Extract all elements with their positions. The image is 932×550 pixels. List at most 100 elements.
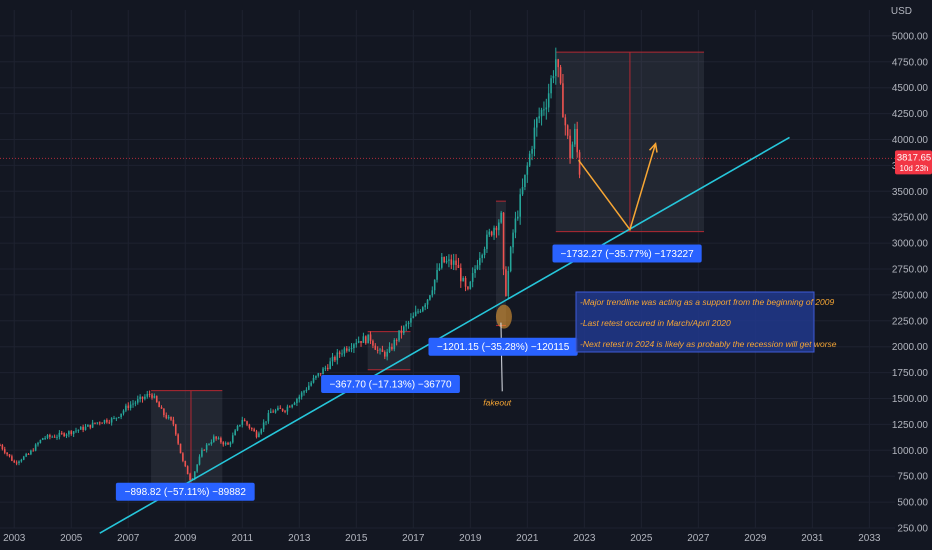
fakeout-arrow [500, 322, 503, 392]
candle-body [555, 59, 557, 76]
candle-body [279, 407, 282, 409]
x-tick-label: 2017 [402, 533, 425, 544]
candle-body [381, 349, 384, 352]
candle-body [248, 424, 251, 428]
candle-body [312, 377, 315, 383]
candle-body [284, 410, 286, 412]
candle-body [514, 218, 517, 233]
candle-body [448, 259, 450, 261]
candle-body [481, 255, 483, 259]
candle-body [58, 432, 61, 437]
y-tick-label: 4500.00 [892, 83, 929, 94]
candle-body [574, 128, 576, 145]
note-line: -Next retest in 2024 is likely as probab… [580, 339, 837, 349]
y-tick-label: 4000.00 [892, 135, 929, 146]
candle-body [526, 165, 529, 175]
candle-body [3, 449, 6, 453]
candle-body [246, 421, 248, 425]
x-tick-label: 2031 [801, 533, 824, 544]
candle-body [341, 353, 343, 355]
y-tick-label: 4250.00 [892, 109, 929, 120]
candle-body [53, 436, 56, 438]
candle-body [79, 426, 82, 430]
candle-body [39, 439, 42, 443]
candle-body [234, 430, 236, 436]
candle-body [265, 421, 267, 423]
candle-body [334, 356, 336, 361]
candle-body [15, 462, 18, 464]
candle-body [8, 454, 11, 457]
grid [0, 10, 895, 529]
x-tick-label: 2003 [3, 533, 26, 544]
candle-body [414, 311, 417, 316]
candle-body [509, 247, 512, 271]
candle-body [172, 419, 175, 425]
candle-body [386, 351, 388, 357]
candle-body [182, 453, 184, 461]
candle-body [557, 59, 559, 68]
drawdown-badge-label: −1201.15 (−35.28%) −120115 [437, 342, 570, 353]
y-tick-label: 250.00 [897, 524, 928, 535]
candle-body [419, 311, 422, 313]
candle-body [125, 405, 127, 411]
notes-box [575, 291, 815, 353]
x-tick-label: 2015 [345, 533, 368, 544]
candle-body [46, 435, 49, 438]
last-price-countdown: 10d 23h [900, 164, 929, 173]
candle-body [49, 435, 51, 437]
candle-body [457, 265, 460, 268]
candle-body [474, 268, 476, 274]
x-tick-label: 2007 [117, 533, 140, 544]
candle-body [20, 459, 23, 462]
candle-body [407, 322, 410, 325]
y-tick-label: 4750.00 [892, 57, 929, 68]
candle-body [512, 232, 514, 248]
candle-body [13, 460, 16, 463]
candle-body [429, 295, 431, 300]
candle-body [236, 425, 239, 431]
candle-body [101, 422, 103, 424]
candle-body [524, 174, 526, 187]
candle-body [103, 419, 106, 423]
drawdown-badge-label: −1732.27 (−35.77%) −173227 [560, 249, 694, 260]
last-price-value: 3817.65 [897, 152, 931, 163]
candle-body [222, 442, 225, 445]
candle-body [68, 431, 70, 435]
candle-body [498, 222, 500, 231]
candle-body [136, 399, 139, 403]
candle-body [75, 430, 77, 432]
y-tick-label: 1750.00 [892, 368, 929, 379]
candle-body [115, 417, 118, 419]
candle-body [108, 422, 111, 424]
candle-body [272, 411, 274, 413]
drawdown-badge [428, 337, 578, 356]
candle-body [1, 445, 4, 450]
candle-body [186, 466, 189, 475]
candle-body [490, 231, 493, 236]
candle-body [122, 410, 125, 414]
note-line: -Last retest occured in March/April 2020 [580, 318, 731, 328]
candle-body [519, 194, 521, 217]
x-tick-label: 2029 [744, 533, 767, 544]
currency-label: USD [891, 6, 912, 17]
candle-body [217, 438, 220, 440]
candle-body [438, 267, 441, 271]
drawdown-badge [115, 482, 255, 501]
candle-body [379, 349, 381, 351]
candle-body [443, 256, 445, 263]
candle-body [25, 453, 27, 457]
candle-body [267, 413, 270, 422]
candle-body [566, 125, 569, 136]
candle-body [367, 334, 369, 344]
candle-body [405, 324, 407, 327]
candle-body [106, 419, 108, 423]
candle-body [260, 429, 263, 434]
candle-body [262, 422, 265, 430]
candle-body [89, 424, 92, 428]
candle-body [84, 426, 87, 430]
candle-body [440, 256, 443, 268]
candle-body [205, 444, 208, 450]
candle-body [198, 456, 201, 465]
candle-body [455, 260, 457, 266]
